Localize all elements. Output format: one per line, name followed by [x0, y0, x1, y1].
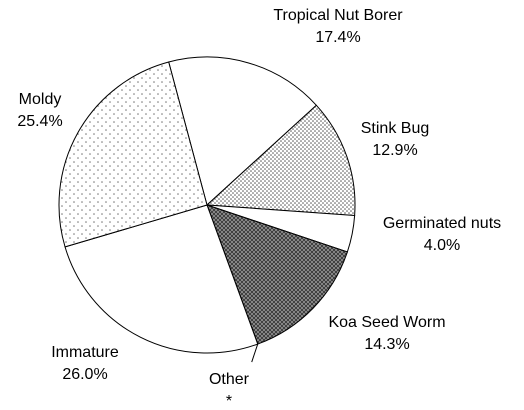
- leader-line: [251, 343, 259, 363]
- slice-label: Stink Bug: [361, 120, 429, 137]
- slice-label: Immature: [51, 344, 119, 361]
- slice-value-label: 4.0%: [424, 237, 460, 254]
- pie-slice: [64, 204, 259, 354]
- slice-label: Other: [209, 371, 250, 388]
- pie-slice: [205, 104, 356, 217]
- pie-slice: [58, 61, 208, 248]
- slice-value-label: 12.9%: [372, 142, 417, 159]
- pie-slice: [206, 204, 349, 345]
- slice-label: Germinated nuts: [383, 215, 501, 232]
- slice-label: Koa Seed Worm: [328, 314, 445, 331]
- slice-value-label: 26.0%: [62, 366, 107, 383]
- slice-value-label: 14.3%: [364, 336, 409, 353]
- slice-value-label: *: [226, 393, 232, 410]
- slice-value-label: 25.4%: [17, 113, 62, 130]
- pie-slice: [168, 56, 318, 206]
- slice-label: Tropical Nut Borer: [273, 7, 403, 24]
- slice-value-label: 17.4%: [315, 29, 360, 46]
- slice-label: Moldy: [19, 91, 62, 108]
